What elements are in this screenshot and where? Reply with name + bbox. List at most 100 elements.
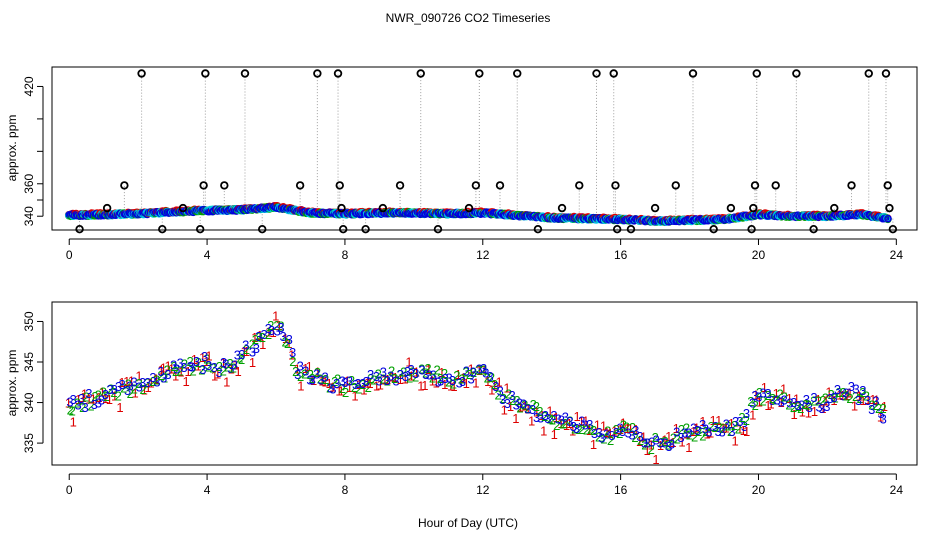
series-3-marker: 3 (115, 379, 122, 394)
series-2-marker: 2 (699, 428, 706, 443)
series-2-marker: 2 (388, 364, 395, 379)
series-3-marker: 3 (313, 366, 320, 381)
outlier-point (726, 203, 736, 213)
series-1-marker: 1 (846, 386, 853, 401)
outlier-point (295, 181, 305, 190)
series-3-marker: 3 (629, 428, 636, 443)
series-3-marker: 3 (286, 332, 293, 347)
data-point (884, 214, 892, 223)
series-1-marker: 1 (364, 375, 371, 390)
series-3-marker: 3 (641, 435, 648, 450)
series-1-marker: 1 (223, 374, 230, 389)
series-2-marker: 2 (513, 393, 520, 408)
series-1-marker: 1 (90, 392, 97, 407)
series-2-marker: 2 (595, 430, 602, 445)
series-2-marker: 2 (91, 389, 98, 404)
series-1-marker: 1 (70, 415, 77, 430)
series-3-marker: 3 (437, 373, 444, 388)
series-2-marker: 2 (227, 356, 234, 371)
series-1-marker: 1 (65, 395, 72, 410)
series-1-marker: 1 (522, 398, 529, 413)
series-3-marker: 3 (442, 371, 449, 386)
series-1-marker: 1 (413, 365, 420, 380)
series-3-marker: 3 (294, 367, 301, 382)
series-3-marker: 3 (712, 419, 719, 434)
series-3-marker: 3 (582, 417, 589, 432)
outlier-point (158, 224, 167, 234)
series-3-marker: 3 (855, 393, 862, 408)
series-1-marker: 1 (574, 409, 581, 424)
series-2-marker: 2 (495, 388, 502, 403)
series-2-marker: 2 (100, 384, 107, 399)
panel-bottom: approx. ppm 0 4 8 12 16 20 2433534034535012312… (5, 301, 918, 497)
series-2-marker: 2 (139, 382, 146, 397)
series-3-marker: 3 (373, 369, 380, 384)
series-2-marker: 2 (785, 398, 792, 413)
series-1-marker: 1 (356, 377, 363, 392)
series-3-marker: 3 (118, 377, 125, 392)
series-2-marker: 2 (355, 382, 362, 397)
series-1-marker: 1 (118, 375, 125, 390)
series-1-marker: 1 (669, 435, 676, 450)
series-3-marker: 3 (456, 376, 463, 391)
series-3-marker: 3 (542, 408, 549, 423)
outlier-point (747, 224, 756, 234)
series-2-marker: 2 (406, 370, 413, 385)
y-tick-label: 350 (22, 311, 36, 331)
series-2-marker: 2 (536, 404, 543, 419)
series-1-marker: 1 (859, 393, 866, 408)
outlier-point (592, 69, 601, 78)
series-1-marker: 1 (538, 408, 545, 423)
series-3-marker: 3 (222, 356, 229, 371)
series-1-marker: 1 (864, 392, 871, 407)
series-3-marker: 3 (302, 364, 309, 379)
series-2-marker: 2 (857, 391, 864, 406)
series-2-marker: 2 (760, 394, 767, 409)
series-2-marker: 2 (530, 397, 537, 412)
series-2-marker: 2 (771, 392, 778, 407)
series-3-marker: 3 (520, 397, 527, 412)
series-1-marker: 1 (709, 413, 716, 428)
series-1-marker: 1 (441, 377, 448, 392)
x-tick-label: 20 (752, 483, 766, 497)
series-2-marker: 2 (297, 369, 304, 384)
series-1-marker: 1 (881, 399, 888, 414)
series-3-marker: 3 (402, 369, 409, 384)
series-1-marker: 1 (533, 404, 540, 419)
series-2-marker: 2 (810, 393, 817, 408)
series-2-marker: 2 (846, 391, 853, 406)
series-3-marker: 3 (643, 436, 650, 451)
series-3-marker: 3 (550, 408, 557, 423)
series-1-marker: 1 (690, 424, 697, 439)
series-2-marker: 2 (549, 412, 556, 427)
series-1-marker: 1 (773, 386, 780, 401)
series-2-marker: 2 (868, 398, 875, 413)
series-3-marker: 3 (608, 428, 615, 443)
series-2-marker: 2 (259, 330, 266, 345)
series-3-marker: 3 (449, 373, 456, 388)
series-2-marker: 2 (566, 413, 573, 428)
series-2-marker: 2 (110, 385, 117, 400)
series-1-marker: 1 (764, 398, 771, 413)
series-2-marker: 2 (181, 356, 188, 371)
series-2-marker: 2 (863, 388, 870, 403)
outlier-point (199, 181, 208, 190)
series-1-marker: 1 (99, 384, 106, 399)
series-1-marker: 1 (228, 361, 235, 376)
series-2-marker: 2 (631, 430, 638, 445)
series-2-marker: 2 (880, 401, 887, 416)
series-1-marker: 1 (578, 414, 585, 429)
series-3-marker: 3 (632, 423, 639, 438)
series-3-marker: 3 (864, 393, 871, 408)
series-3-marker: 3 (468, 372, 475, 387)
series-1-marker: 1 (620, 415, 627, 430)
series-1-marker: 1 (433, 375, 440, 390)
outlier-point (885, 203, 894, 213)
series-2-marker: 2 (516, 400, 523, 415)
series-1-marker: 1 (438, 365, 445, 380)
series-2-marker: 2 (720, 421, 727, 436)
series-1-marker: 1 (160, 360, 167, 375)
series-1-marker: 1 (488, 383, 495, 398)
outlier-point (433, 224, 443, 234)
series-3-marker: 3 (253, 341, 260, 356)
